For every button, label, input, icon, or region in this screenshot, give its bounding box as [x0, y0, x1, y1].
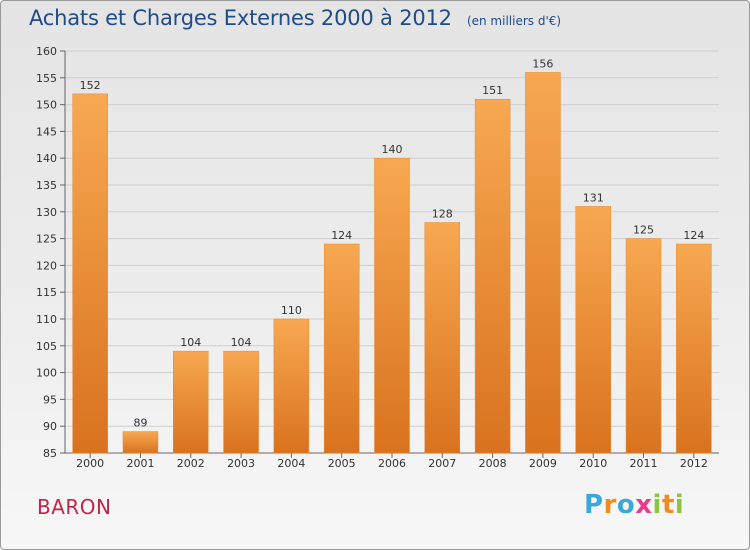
proxiti-logo: Proxiti — [584, 490, 684, 520]
y-tick-label: 130 — [36, 206, 57, 219]
data-label: 125 — [633, 224, 654, 237]
x-tick-label: 2009 — [529, 457, 557, 470]
bar — [72, 93, 108, 454]
data-label: 131 — [583, 191, 604, 204]
logo-letter: t — [661, 490, 675, 520]
chart-title-block: Achats et Charges Externes 2000 à 2012 (… — [29, 6, 561, 30]
bar — [323, 243, 360, 454]
x-tick-label: 2010 — [579, 457, 607, 470]
x-tick-label: 2000 — [76, 457, 104, 470]
bar — [575, 206, 611, 454]
chart-title: Achats et Charges Externes 2000 à 2012 — [29, 6, 452, 30]
y-tick-label: 100 — [36, 367, 57, 380]
chart-subtitle: (en milliers d'€) — [466, 14, 562, 28]
x-tick-label: 2006 — [378, 457, 406, 470]
data-label: 124 — [683, 229, 704, 242]
data-label: 140 — [382, 143, 403, 156]
data-label: 128 — [432, 208, 453, 221]
bar — [525, 72, 561, 454]
data-label: 152 — [80, 79, 101, 92]
bar — [474, 98, 511, 454]
x-tick-label: 2003 — [227, 457, 255, 470]
y-tick-label: 115 — [36, 286, 57, 299]
bar — [223, 350, 259, 454]
x-tick-label: 2007 — [428, 457, 456, 470]
data-label: 89 — [133, 417, 147, 430]
x-tick-label: 2004 — [277, 457, 305, 470]
bar — [424, 222, 461, 454]
y-tick-label: 140 — [36, 152, 57, 165]
x-tick-label: 2011 — [630, 457, 658, 470]
y-tick-label: 155 — [36, 72, 57, 85]
data-label: 104 — [180, 336, 201, 349]
logo-letter: i — [674, 490, 685, 520]
data-label: 124 — [331, 229, 352, 242]
bars — [72, 72, 712, 454]
y-tick-label: 110 — [36, 313, 57, 326]
x-tick-label: 2005 — [328, 457, 356, 470]
x-tick-label: 2012 — [680, 457, 708, 470]
logo-letter: i — [652, 490, 662, 520]
y-tick-label: 160 — [36, 45, 57, 58]
logo-letter: P — [584, 490, 604, 520]
data-label: 110 — [281, 304, 302, 317]
y-tick-label: 85 — [43, 447, 57, 460]
y-tick-label: 125 — [36, 233, 57, 246]
bar — [122, 431, 159, 454]
logo-letter: o — [616, 490, 636, 520]
bar — [676, 243, 712, 454]
y-tick-label: 120 — [36, 259, 57, 272]
x-tick-label: 2008 — [479, 457, 507, 470]
bar — [173, 350, 209, 454]
y-tick-label: 150 — [36, 99, 57, 112]
y-tick-label: 145 — [36, 125, 57, 138]
data-label: 104 — [231, 336, 252, 349]
y-tick-label: 95 — [43, 393, 57, 406]
logo-letter: r — [603, 490, 617, 520]
bar — [374, 157, 410, 454]
bar — [273, 318, 310, 454]
logo-letter: x — [635, 490, 653, 520]
y-tick-label: 90 — [43, 420, 57, 433]
y-tick-label: 135 — [36, 179, 57, 192]
data-label: 151 — [482, 84, 503, 97]
y-tick-label: 105 — [36, 340, 57, 353]
commune-name: BARON — [37, 495, 112, 519]
x-tick-label: 2002 — [177, 457, 205, 470]
x-tick-label: 2001 — [126, 457, 154, 470]
bar — [625, 238, 662, 454]
data-labels: 152 89 104 104 110 124 140 128 151 156 131 125 124 — [80, 57, 705, 429]
data-label: 156 — [532, 57, 553, 70]
